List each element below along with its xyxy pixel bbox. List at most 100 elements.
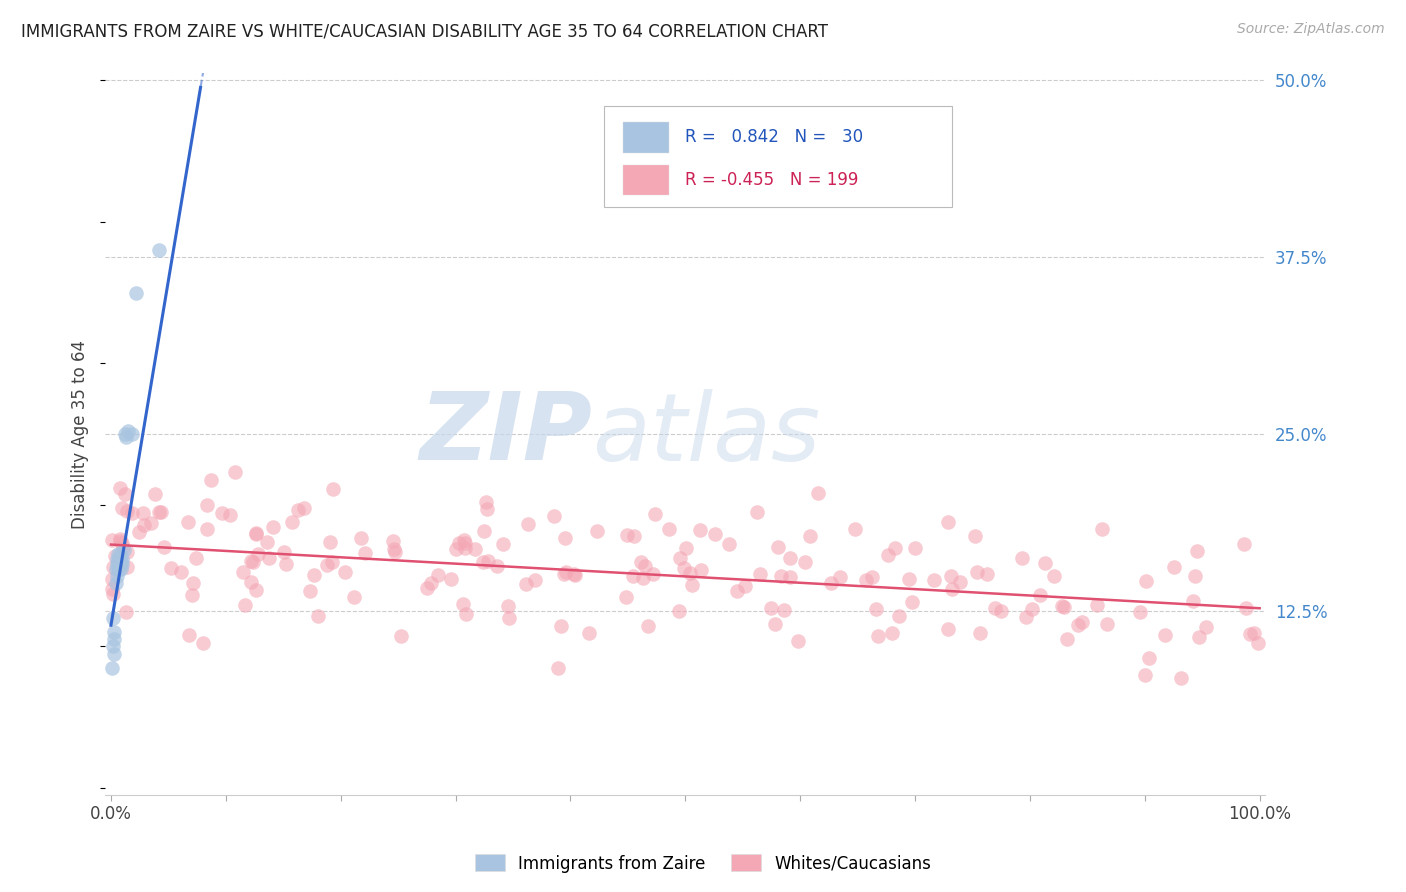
Point [1043, 569, 1066, 583]
Point [498, 611, 520, 625]
Point [321, 555, 343, 569]
Point [748, 566, 770, 581]
Point [115, 503, 138, 517]
Point [1067, 618, 1090, 632]
Point [1085, 598, 1108, 612]
Point [1233, 536, 1256, 550]
Point [779, 569, 801, 583]
Point [111, 536, 134, 550]
Point [274, 557, 297, 571]
Point [623, 529, 645, 543]
Point [104, 561, 127, 575]
Point [191, 636, 214, 650]
Point [110, 555, 132, 569]
Point [233, 598, 256, 612]
Point [121, 506, 143, 520]
Point [630, 555, 652, 569]
Point [281, 515, 304, 529]
Point [245, 525, 267, 540]
Point [471, 555, 494, 569]
Point [675, 541, 697, 555]
Point [477, 554, 499, 568]
Point [107, 548, 129, 562]
Point [273, 544, 295, 558]
Point [103, 647, 125, 661]
Point [641, 567, 664, 582]
Point [1194, 620, 1216, 634]
Text: atlas: atlas [592, 389, 821, 480]
Point [103, 625, 125, 640]
Point [637, 619, 659, 633]
Point [1029, 588, 1052, 602]
Point [335, 565, 357, 579]
Point [302, 567, 325, 582]
Point [963, 529, 986, 543]
Point [543, 508, 565, 523]
Text: ZIP: ZIP [419, 388, 592, 480]
Point [105, 558, 128, 572]
Point [616, 527, 638, 541]
Point [884, 541, 907, 555]
Point [211, 506, 233, 520]
Point [1247, 635, 1270, 649]
Point [515, 577, 537, 591]
Point [887, 609, 910, 624]
Point [141, 516, 163, 530]
Point [844, 522, 866, 536]
Point [464, 542, 486, 557]
Point [547, 661, 569, 675]
Point [110, 561, 132, 575]
Point [901, 595, 924, 609]
Point [245, 582, 267, 597]
Point [132, 506, 155, 520]
Point [717, 537, 740, 551]
Point [453, 533, 475, 547]
Point [108, 482, 131, 496]
Point [104, 575, 127, 590]
Point [621, 569, 644, 583]
Point [725, 583, 748, 598]
Point [134, 517, 156, 532]
Point [690, 563, 713, 577]
Point [475, 495, 498, 509]
Text: Source: ZipAtlas.com: Source: ZipAtlas.com [1237, 22, 1385, 37]
Point [787, 634, 810, 648]
Point [1137, 651, 1160, 665]
Point [936, 515, 959, 529]
Point [578, 626, 600, 640]
Point [177, 515, 200, 529]
Point [117, 425, 139, 439]
Point [247, 547, 270, 561]
Point [472, 524, 495, 539]
Point [496, 599, 519, 613]
Point [447, 535, 470, 549]
Point [1011, 551, 1033, 566]
Point [564, 567, 586, 582]
Point [382, 542, 405, 557]
Point [554, 531, 576, 545]
Point [105, 551, 128, 566]
Point [486, 559, 509, 574]
Point [316, 558, 339, 572]
Point [101, 572, 124, 586]
Point [108, 534, 131, 549]
Point [1053, 600, 1076, 615]
Point [115, 559, 138, 574]
Point [101, 661, 124, 675]
Point [1135, 574, 1157, 588]
Point [1015, 609, 1038, 624]
Point [828, 570, 851, 584]
Point [262, 520, 284, 534]
Point [108, 561, 131, 575]
Point [101, 533, 124, 547]
Point [108, 555, 131, 569]
Point [419, 576, 441, 591]
Point [922, 573, 945, 587]
Point [555, 566, 578, 580]
Point [807, 486, 830, 500]
Point [1187, 543, 1209, 558]
Point [101, 582, 124, 597]
Point [292, 500, 315, 515]
Point [121, 427, 143, 442]
Point [936, 623, 959, 637]
